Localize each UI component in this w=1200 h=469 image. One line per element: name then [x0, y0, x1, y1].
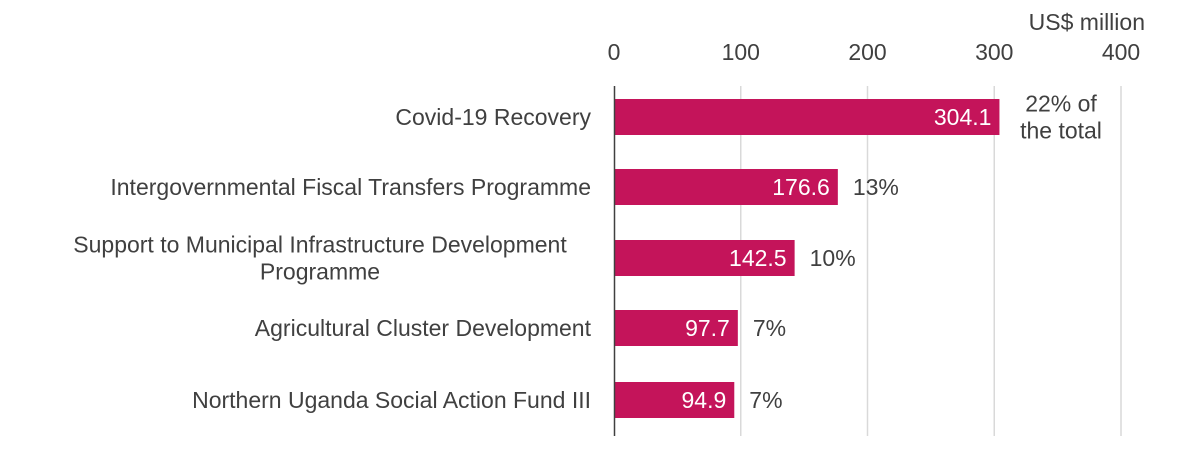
- x-tick-label: 0: [608, 39, 621, 65]
- x-tick-label: 300: [975, 39, 1013, 65]
- x-tick-label: 200: [848, 39, 886, 65]
- bar: [614, 240, 795, 276]
- bar: [614, 99, 1000, 135]
- category-label: Covid-19 Recovery: [395, 104, 591, 130]
- value-label: 97.7: [685, 315, 730, 341]
- category-label: Intergovernmental Fiscal Transfers Progr…: [110, 174, 591, 200]
- share-label: 10%: [810, 245, 856, 271]
- x-tick-label: 100: [722, 39, 760, 65]
- x-tick-label: 400: [1102, 39, 1140, 65]
- category-labels: Covid-19 Recovery Intergovernmental Fisca…: [73, 104, 591, 413]
- share-label: 13%: [853, 174, 899, 200]
- category-label: Northern Uganda Social Action Fund III: [192, 387, 591, 413]
- bar: [614, 310, 738, 346]
- value-label: 94.9: [682, 387, 727, 413]
- bar: [614, 382, 735, 418]
- value-label: 142.5: [729, 245, 787, 271]
- unit-label: US$ million: [1029, 9, 1145, 35]
- bars: [614, 99, 1000, 418]
- value-labels: 304.1 176.6 142.5 97.7 94.9: [682, 104, 992, 413]
- share-label: 7%: [753, 315, 786, 341]
- category-label: Agricultural Cluster Development: [255, 315, 592, 341]
- bar: [614, 169, 838, 205]
- value-label: 304.1: [934, 104, 992, 130]
- value-label: 176.6: [772, 174, 830, 200]
- share-label: 7%: [749, 387, 782, 413]
- share-label: 22% of the total: [1020, 91, 1102, 144]
- category-label: Support to Municipal Infrastructure Deve…: [73, 232, 567, 285]
- share-labels: 22% of the total 13% 10% 7% 7%: [749, 91, 1102, 414]
- x-axis-ticks: 0 100 200 300 400: [608, 39, 1141, 65]
